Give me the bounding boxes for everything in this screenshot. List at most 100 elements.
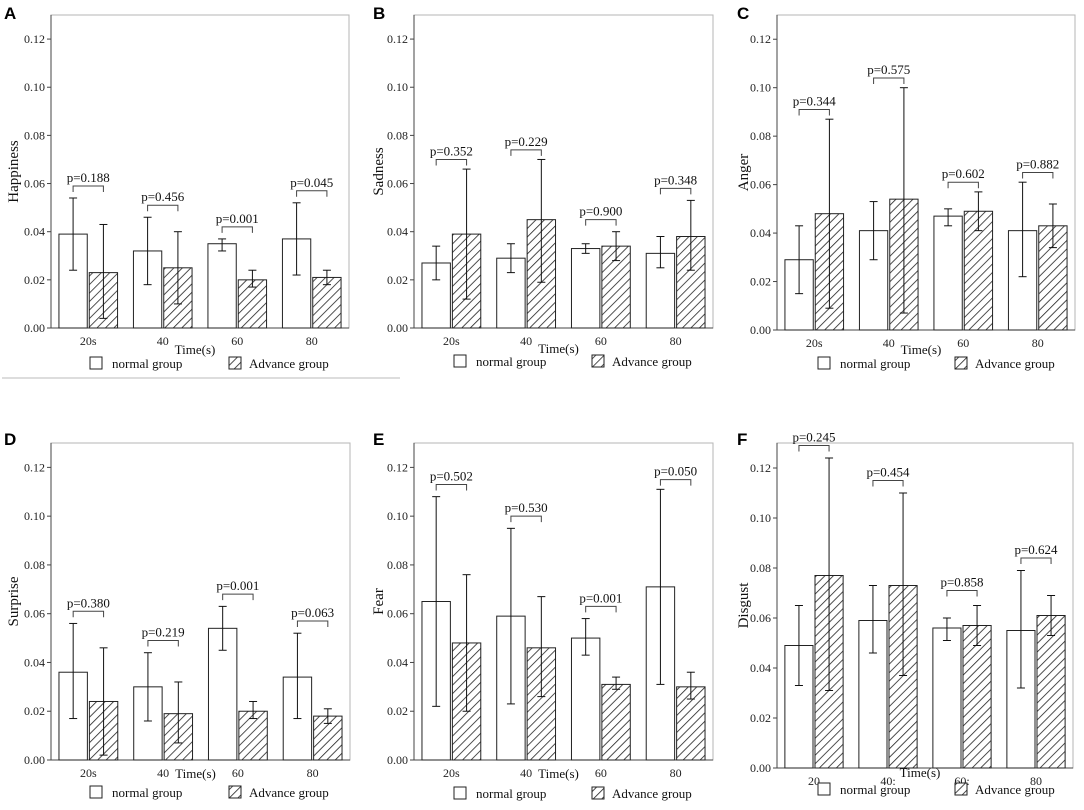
p-value-label: p=0.502 — [430, 468, 473, 483]
x-axis-label: Time(s) — [900, 765, 941, 780]
p-bracket — [585, 219, 617, 226]
x-tick-label: 80 — [670, 766, 682, 780]
bar-normal — [570, 637, 601, 761]
p-value-label: p=0.602 — [942, 166, 985, 181]
x-tick-label: 20s — [443, 766, 460, 780]
x-tick-label: 20s — [80, 766, 97, 780]
p-value-label: p=0.575 — [867, 62, 910, 77]
p-bracket — [222, 593, 254, 601]
p-bracket — [947, 181, 979, 189]
y-tick-label: 0.02 — [750, 275, 771, 289]
legend: normal group Advance group — [453, 786, 692, 801]
bar-normal — [570, 248, 601, 329]
y-tick-label: 0.02 — [24, 273, 45, 287]
panel-letter: B — [373, 4, 385, 23]
x-tick-label: 60 — [232, 766, 244, 780]
bar-normal — [133, 686, 163, 761]
legend-swatch-advance — [591, 786, 605, 800]
x-axis-label: Time(s) — [538, 341, 579, 356]
legend-label-normal: normal group — [112, 785, 182, 800]
x-tick-label: 80 — [307, 766, 319, 780]
legend-label-advance: Advance group — [249, 356, 329, 371]
p-bracket — [873, 77, 905, 84]
legend-swatch-normal — [817, 782, 831, 796]
y-tick-label: 0.06 — [24, 177, 45, 191]
y-tick-label: 0.12 — [387, 460, 408, 474]
bar-advance — [601, 683, 631, 761]
legend-swatch-normal — [89, 356, 103, 370]
p-bracket — [510, 515, 542, 523]
x-tick-label: 40 — [520, 766, 532, 780]
y-tick-label: 0.04 — [750, 661, 771, 675]
panel-letter: F — [737, 430, 747, 449]
p-bracket — [798, 445, 830, 452]
p-bracket — [1020, 557, 1052, 564]
y-tick-label: 0.00 — [24, 321, 45, 335]
y-tick-label: 0.04 — [24, 655, 45, 669]
p-value-label: p=0.001 — [579, 590, 622, 605]
legend: normal group Advance group — [89, 785, 329, 800]
y-tick-label: 0.12 — [387, 32, 408, 46]
y-tick-label: 0.08 — [750, 561, 771, 575]
p-value-label: p=0.344 — [793, 94, 837, 109]
legend-swatch-advance — [228, 785, 242, 799]
p-bracket — [72, 610, 105, 618]
panel-F: F 0.00 0.02 0.04 0.06 0.08 0.10 0.12 Disgust 20 p=… — [736, 430, 1074, 797]
y-tick-label: 0.12 — [24, 32, 45, 46]
y-tick-label: 0.08 — [387, 558, 408, 572]
y-tick-label: 0.04 — [387, 225, 408, 239]
p-bracket — [1022, 172, 1054, 179]
legend-label-advance: Advance group — [612, 786, 692, 801]
p-bracket — [659, 187, 692, 195]
x-tick-label: 60 — [595, 334, 607, 348]
y-tick-label: 0.06 — [387, 177, 408, 191]
x-tick-label: 80 — [670, 334, 682, 348]
y-axis-label: Disgust — [736, 582, 752, 629]
x-axis-label: Time(s) — [175, 766, 216, 781]
p-bracket — [872, 480, 904, 487]
y-tick-label: 0.10 — [387, 80, 408, 94]
y-tick-label: 0.00 — [24, 753, 45, 767]
p-value-label: p=0.900 — [579, 204, 622, 219]
legend-swatch-normal — [453, 786, 467, 800]
legend-label-normal: normal group — [112, 356, 182, 371]
legend-label-advance: Advance group — [249, 785, 329, 800]
legend-swatch-normal — [453, 354, 467, 368]
y-tick-label: 0.02 — [24, 704, 45, 718]
y-tick-label: 0.08 — [750, 129, 771, 143]
y-tick-label: 0.00 — [750, 761, 771, 775]
x-tick-label: 20s — [443, 334, 460, 348]
x-tick-label: 20s — [806, 336, 823, 350]
p-value-label: p=0.001 — [216, 578, 259, 593]
legend-swatch-normal — [89, 785, 103, 799]
x-tick-label: 80 — [1032, 336, 1044, 350]
legend-swatch-advance — [228, 356, 242, 370]
panel-letter: C — [737, 4, 749, 23]
y-tick-label: 0.10 — [387, 509, 408, 523]
x-tick-label: 40 — [883, 336, 895, 350]
bar-advance — [238, 710, 268, 761]
y-tick-label: 0.02 — [387, 704, 408, 718]
p-bracket — [296, 190, 328, 197]
panel-letter: A — [4, 4, 16, 23]
p-bracket — [435, 158, 468, 166]
p-bracket — [147, 640, 179, 647]
y-tick-label: 0.04 — [387, 655, 408, 669]
p-bracket — [72, 185, 104, 192]
y-tick-label: 0.00 — [750, 323, 771, 337]
p-value-label: p=0.245 — [792, 430, 835, 445]
p-bracket — [221, 226, 253, 233]
legend-swatch-advance — [591, 354, 605, 368]
legend-label-normal: normal group — [476, 786, 546, 801]
p-value-label: p=0.050 — [654, 464, 697, 479]
bar-normal — [858, 620, 888, 769]
x-tick-label: 60 — [231, 334, 243, 348]
y-tick-label: 0.00 — [387, 321, 408, 335]
y-axis-label: Fear — [371, 588, 387, 615]
y-tick-label: 0.06 — [750, 178, 771, 192]
bar-normal — [207, 243, 237, 329]
x-tick-label: 60 — [957, 336, 969, 350]
p-bracket — [510, 149, 542, 156]
y-axis-label: Anger — [736, 154, 752, 192]
